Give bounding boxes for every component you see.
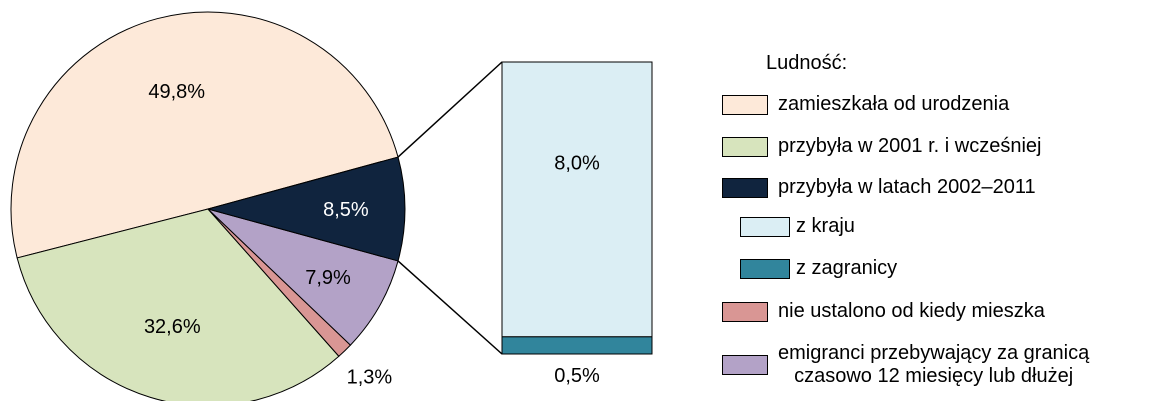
pie-slice — [16, 208, 340, 401]
legend-label: przybyła w 2001 r. i wcześniej — [778, 135, 1042, 157]
legend-item-z-kraju: z kraju — [740, 215, 855, 238]
legend-item-przybyla-2001: przybyła w 2001 r. i wcześniej — [722, 135, 1041, 158]
breakdown-segment-label: 0,5% — [554, 365, 600, 387]
legend-label: przybyła w latach 2002–2011 — [778, 176, 1036, 198]
legend-label: zamieszkała od urodzenia — [778, 93, 1010, 115]
pie-slice-label: 32,6% — [144, 316, 201, 338]
legend-swatch — [722, 301, 768, 322]
legend-swatch — [722, 94, 768, 115]
legend-swatch — [740, 258, 790, 279]
pie-slice — [10, 11, 399, 259]
legend-item-nie-ustalono: nie ustalono od kiedy mieszka — [722, 300, 1045, 323]
pie-slice — [207, 208, 399, 346]
breakdown-segment-label: 8,0% — [554, 152, 600, 174]
legend-swatch — [722, 136, 768, 157]
connector-lines — [397, 61, 503, 355]
legend-swatch — [722, 177, 768, 198]
legend-swatch — [722, 355, 768, 375]
pie-slice — [206, 156, 406, 262]
pie-slice-label: 1,3% — [347, 366, 393, 388]
pie-of-bar-chart: 49,8% 32,6% 1,3% 7,9% 8,5% 8,0% 0,5% — [10, 11, 653, 401]
legend-item-zamieszkala: zamieszkała od urodzenia — [722, 93, 1009, 116]
connector-line — [397, 260, 503, 355]
legend-label-line1: emigranci przebywający za granicą — [778, 342, 1090, 364]
legend-label-multiline: emigranci przebywający za granicą czasow… — [778, 342, 1089, 388]
legend-item-emigranci: emigranci przebywający za granicą czasow… — [722, 342, 1089, 388]
legend-label-line2: czasowo 12 miesięcy lub dłużej — [794, 365, 1074, 387]
connector-line — [397, 61, 503, 158]
breakdown-bar: 8,0% 0,5% — [501, 61, 653, 387]
pie-slice-label: 7,9% — [305, 267, 351, 289]
pie-slice-label: 8,5% — [323, 199, 369, 221]
legend-label: z zagranicy — [796, 257, 898, 279]
legend-swatch — [740, 216, 790, 237]
breakdown-segment — [501, 61, 653, 338]
pie: 49,8% 32,6% 1,3% 7,9% 8,5% — [10, 11, 406, 401]
pie-slice-label: 49,8% — [148, 81, 205, 103]
legend-item-z-zagranicy: z zagranicy — [740, 257, 897, 280]
legend-label: nie ustalono od kiedy mieszka — [778, 300, 1045, 322]
legend-item-przybyla-2002-2011: przybyła w latach 2002–2011 — [722, 176, 1036, 199]
legend-title: Ludność: — [766, 52, 848, 74]
breakdown-segment — [501, 336, 653, 355]
legend-label: z kraju — [796, 215, 855, 237]
